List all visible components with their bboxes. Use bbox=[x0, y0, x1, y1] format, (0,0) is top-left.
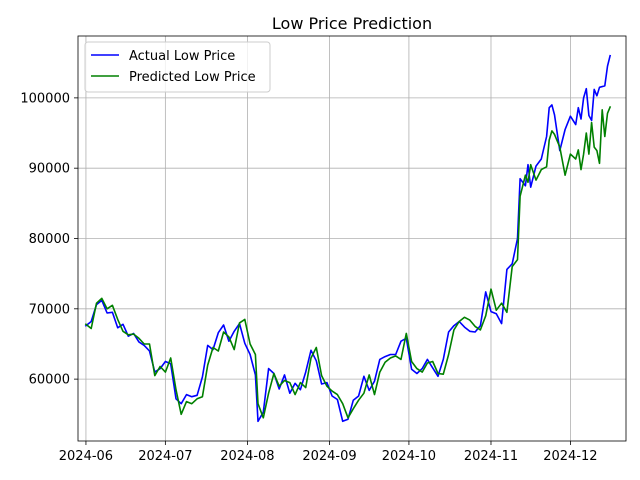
y-tick-label: 80000 bbox=[29, 232, 70, 247]
y-tick-label: 100000 bbox=[20, 91, 70, 106]
series-line-actual bbox=[84, 54, 612, 423]
y-tick-label: 70000 bbox=[29, 302, 70, 317]
x-tick-label: 2024-09 bbox=[302, 449, 356, 464]
x-tick-label: 2024-07 bbox=[138, 449, 192, 464]
x-tick-label: 2024-10 bbox=[382, 449, 436, 464]
y-tick-label: 60000 bbox=[29, 373, 70, 388]
x-tick-label: 2024-06 bbox=[59, 449, 113, 464]
y-axis: 60000 70000 80000 90000 100000 bbox=[20, 91, 78, 388]
y-tick-label: 90000 bbox=[29, 162, 70, 177]
x-axis: 2024-06 2024-07 2024-08 2024-09 2024-10 2024-… bbox=[59, 441, 598, 464]
legend-label-predicted: Predicted Low Price bbox=[129, 70, 256, 85]
chart-title: Low Price Prediction bbox=[272, 14, 432, 33]
legend: Actual Low Price Predicted Low Price bbox=[84, 41, 271, 93]
x-tick-label: 2024-12 bbox=[543, 449, 597, 464]
series-line-predicted bbox=[84, 105, 612, 419]
x-tick-label: 2024-11 bbox=[464, 449, 518, 464]
legend-box bbox=[84, 41, 271, 93]
legend-label-actual: Actual Low Price bbox=[129, 49, 235, 64]
x-tick-label: 2024-08 bbox=[220, 449, 274, 464]
series-layer bbox=[84, 54, 612, 423]
